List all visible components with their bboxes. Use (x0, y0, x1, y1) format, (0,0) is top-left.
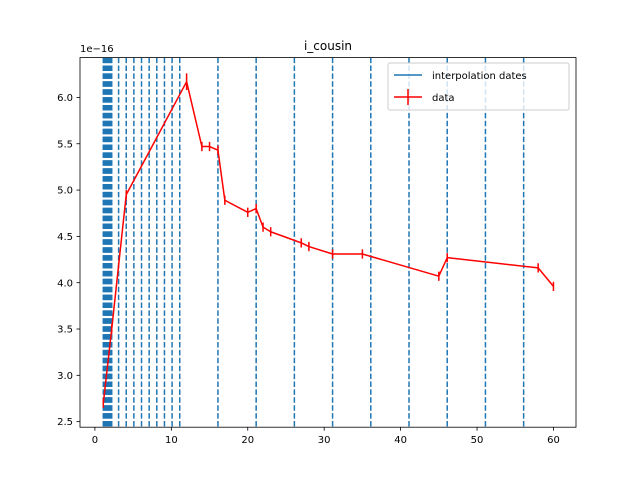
x-tick-label: 20 (241, 435, 254, 446)
y-tick-label: 5.0 (57, 186, 73, 197)
x-axis: 0 10 20 30 40 50 60 (92, 427, 560, 446)
y-tick-label: 2.5 (57, 417, 73, 428)
plot-area-frame (79, 57, 577, 428)
x-tick-label: 50 (471, 435, 484, 446)
y-offset-text: 1e−16 (80, 44, 114, 55)
x-tick-label: 10 (165, 435, 178, 446)
data-series-layer (102, 73, 555, 408)
interpolation-dates-layer (102, 57, 525, 428)
x-tick-label: 40 (394, 435, 407, 446)
legend: interpolation dates data (387, 62, 570, 111)
x-tick-label: 0 (92, 435, 98, 446)
y-tick-label: 5.5 (57, 139, 73, 150)
data-series-line (102, 80, 555, 404)
legend-data-label: data (432, 93, 455, 104)
chart-title: i_cousin (304, 39, 352, 53)
y-tick-label: 4.5 (57, 232, 73, 243)
x-tick-label: 30 (318, 435, 331, 446)
y-tick-label: 6.0 (57, 93, 73, 104)
legend-interpolation-dates-label: interpolation dates (432, 71, 527, 82)
legend-box (387, 62, 570, 111)
y-tick-label: 3.5 (57, 325, 73, 336)
y-axis: 2.5 3.0 3.5 4.0 4.5 5.0 5.5 6.0 (57, 93, 80, 428)
y-tick-label: 3.0 (57, 371, 73, 382)
x-tick-label: 60 (547, 435, 560, 446)
y-tick-label: 4.0 (57, 278, 73, 289)
